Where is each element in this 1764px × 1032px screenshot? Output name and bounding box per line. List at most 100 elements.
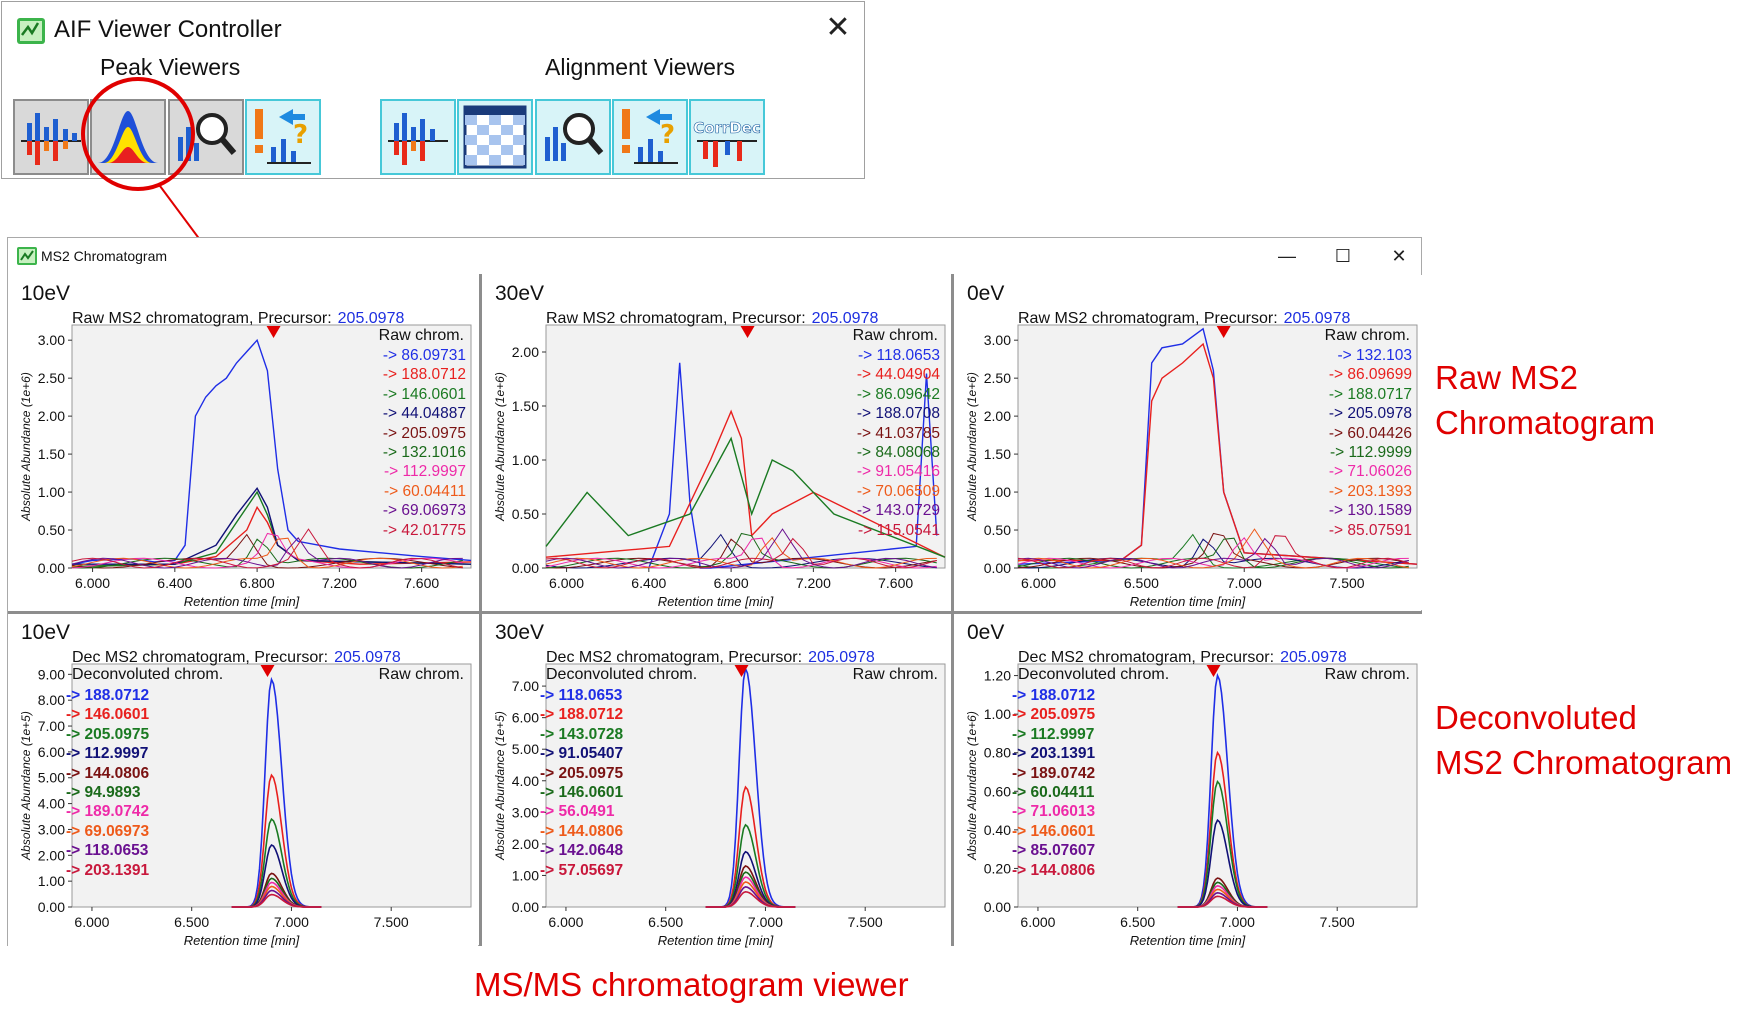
legend-item[interactable]: -> 144.0806 bbox=[66, 764, 150, 782]
x-tick-label: 7.000 bbox=[1220, 914, 1255, 930]
legend-item[interactable]: -> 205.0975 bbox=[540, 764, 624, 782]
legend-item[interactable]: -> 44.04904 bbox=[856, 366, 940, 384]
legend-item[interactable]: -> 41.03785 bbox=[856, 424, 940, 442]
legend-item[interactable]: -> 71.06026 bbox=[1328, 463, 1412, 481]
legend-item[interactable]: -> 143.0729 bbox=[856, 502, 940, 520]
alignment-ms-spectrum-button[interactable] bbox=[380, 99, 456, 175]
legend-item[interactable]: -> 146.0601 bbox=[1012, 822, 1096, 840]
legend-item[interactable]: -> 203.1391 bbox=[66, 861, 150, 879]
legend-item[interactable]: -> 91.05407 bbox=[540, 745, 624, 763]
legend-item[interactable]: -> 112.9997 bbox=[383, 463, 466, 481]
legend-item[interactable]: -> 146.0601 bbox=[540, 784, 624, 801]
y-tick-label: 6.00 bbox=[512, 710, 539, 726]
peak-chromatogram-button[interactable] bbox=[90, 99, 166, 175]
legend-item[interactable]: -> 188.0717 bbox=[1328, 385, 1412, 403]
legend-item[interactable]: -> 203.1391 bbox=[1012, 745, 1096, 763]
plot-area bbox=[71, 663, 472, 908]
legend-item[interactable]: -> 130.1589 bbox=[1328, 502, 1412, 520]
legend-item[interactable]: -> 189.0742 bbox=[1012, 764, 1096, 782]
minimize-icon[interactable]: — bbox=[1278, 246, 1296, 266]
legend-item[interactable]: -> 71.06013 bbox=[1012, 803, 1096, 821]
legend-item[interactable]: -> 205.0978 bbox=[1328, 405, 1412, 423]
legend-item[interactable]: -> 86.09642 bbox=[856, 385, 940, 403]
legend-item[interactable]: -> 143.0728 bbox=[540, 725, 624, 743]
peak-ms-spectrum-button[interactable] bbox=[13, 99, 89, 175]
legend-item[interactable]: -> 56.0491 bbox=[540, 803, 615, 821]
legend-item[interactable]: -> 188.0712 bbox=[382, 366, 466, 384]
legend-item[interactable]: -> 189.0742 bbox=[66, 803, 150, 821]
x-tick-label: 7.500 bbox=[848, 914, 883, 930]
legend-item[interactable]: -> 144.0806 bbox=[540, 822, 624, 840]
alignment-table-button[interactable] bbox=[457, 99, 533, 175]
chromatogram-plot: 2.00 1.50 1.00 0.50 0.00 6.000 6.400 6.800 7.200… bbox=[493, 324, 946, 609]
svg-text:?: ? bbox=[293, 120, 308, 150]
ms2-chromatogram-window: MS2 Chromatogram — ☐ ✕ 3.00 2.50 2.00 1.50 1… bbox=[7, 237, 1424, 949]
legend-item[interactable]: -> 85.07591 bbox=[1328, 521, 1412, 539]
peak-spectrum-compare-button[interactable]: ? bbox=[245, 99, 321, 175]
legend-item[interactable]: -> 60.04411 bbox=[383, 482, 466, 500]
legend-item[interactable]: -> 112.9999 bbox=[1329, 444, 1412, 461]
app-icon bbox=[17, 18, 45, 44]
legend-item[interactable]: -> 132.1016 bbox=[382, 444, 466, 461]
y-tick-label: 7.00 bbox=[512, 678, 539, 694]
y-tick-label: 0.00 bbox=[984, 899, 1011, 915]
legend-item[interactable]: -> 205.0975 bbox=[1012, 706, 1096, 724]
close-icon[interactable]: ✕ bbox=[825, 11, 851, 44]
legend-item[interactable]: -> 42.01775 bbox=[382, 521, 466, 539]
panel-title-text: Dec MS2 chromatogram, Precursor: bbox=[546, 649, 803, 666]
legend-item[interactable]: -> 86.09731 bbox=[382, 347, 466, 364]
legend-item[interactable]: -> 44.04887 bbox=[382, 405, 466, 423]
legend-item[interactable]: -> 115.0541 bbox=[857, 521, 940, 539]
legend-item[interactable]: -> 112.9997 bbox=[1012, 725, 1095, 743]
legend-item[interactable]: -> 188.0712 bbox=[1012, 687, 1096, 704]
legend-item[interactable]: -> 188.0712 bbox=[540, 706, 624, 724]
chromatogram-panel[interactable]: 3.00 2.50 2.00 1.50 1.00 0.50 0.00 6.000 6.400 6.… bbox=[8, 275, 478, 610]
legend-item[interactable]: -> 132.103 bbox=[1337, 347, 1412, 364]
alignment-spectrum-search-button[interactable] bbox=[535, 99, 611, 175]
legend-item[interactable]: -> 84.08068 bbox=[856, 444, 940, 461]
close-icon[interactable]: ✕ bbox=[1391, 246, 1407, 266]
legend-item[interactable]: -> 60.04426 bbox=[1328, 424, 1412, 442]
legend-item[interactable]: -> 118.0653 bbox=[540, 687, 623, 704]
y-tick-label: 1.00 bbox=[38, 873, 65, 889]
legend-item[interactable]: -> 205.0975 bbox=[66, 725, 150, 743]
alignment-spectrum-compare-button[interactable]: ? bbox=[612, 99, 688, 175]
chromatogram-trace bbox=[71, 528, 463, 569]
chromatogram-trace bbox=[1017, 532, 1409, 569]
legend-item[interactable]: -> 69.06973 bbox=[66, 822, 150, 840]
chromatogram-panel[interactable]: 3.00 2.50 2.00 1.50 1.00 0.50 0.00 6.000 6.500 7.… bbox=[954, 275, 1424, 610]
legend-item[interactable]: -> 146.0601 bbox=[382, 385, 466, 403]
legend-item[interactable]: -> 91.05416 bbox=[856, 463, 940, 481]
controller-title: AIF Viewer Controller bbox=[54, 16, 282, 43]
precursor-marker bbox=[1216, 326, 1231, 338]
legend-item[interactable]: -> 203.1393 bbox=[1328, 482, 1412, 500]
y-tick-label: 8.00 bbox=[38, 692, 65, 708]
legend-item[interactable]: -> 118.0653 bbox=[66, 842, 149, 860]
plot-area bbox=[1017, 324, 1418, 569]
legend-item[interactable]: -> 112.9997 bbox=[66, 745, 149, 763]
legend-item[interactable]: -> 86.09699 bbox=[1328, 366, 1412, 384]
legend-item[interactable]: -> 70.06509 bbox=[856, 482, 940, 500]
spectrum-search-icon bbox=[178, 113, 237, 161]
chromatogram-panel[interactable]: 9.00 8.00 7.00 6.00 5.00 4.00 3.00 2.00 1.00 0.00… bbox=[8, 614, 478, 949]
legend-item[interactable]: -> 69.06973 bbox=[382, 502, 466, 520]
maximize-icon[interactable]: ☐ bbox=[1334, 246, 1352, 266]
legend-item[interactable]: -> 188.0712 bbox=[66, 687, 150, 704]
legend-item[interactable]: -> 188.0708 bbox=[856, 405, 940, 423]
legend-item[interactable]: -> 144.0806 bbox=[1012, 861, 1096, 879]
legend-item[interactable]: -> 57.05697 bbox=[540, 861, 624, 879]
legend-item[interactable]: -> 94.9893 bbox=[66, 784, 141, 801]
legend-item[interactable]: -> 146.0601 bbox=[66, 706, 150, 724]
legend-item[interactable]: -> 60.04411 bbox=[1012, 784, 1095, 801]
legend-item[interactable]: -> 205.0975 bbox=[382, 424, 466, 442]
chromatogram-panel[interactable]: 2.00 1.50 1.00 0.50 0.00 6.000 6.400 6.800 7.200… bbox=[482, 275, 952, 610]
chromatogram-panel[interactable]: 1.20 1.00 0.80 0.60 0.40 0.20 0.00 6.000 6.500 7.… bbox=[954, 614, 1424, 949]
legend-item[interactable]: -> 118.0653 bbox=[857, 347, 940, 364]
legend-item[interactable]: -> 142.0648 bbox=[540, 842, 624, 860]
grid-divider bbox=[951, 274, 954, 946]
alignment-corrdec-button[interactable]: CorrDec bbox=[689, 99, 765, 175]
legend-dec-header: Deconvoluted chrom. bbox=[72, 666, 224, 683]
legend-item[interactable]: -> 85.07607 bbox=[1012, 842, 1096, 860]
peak-spectrum-search-button[interactable] bbox=[168, 99, 244, 175]
chromatogram-panel[interactable]: 7.00 6.00 5.00 4.00 3.00 2.00 1.00 0.00 6.000 6.5… bbox=[482, 614, 952, 949]
